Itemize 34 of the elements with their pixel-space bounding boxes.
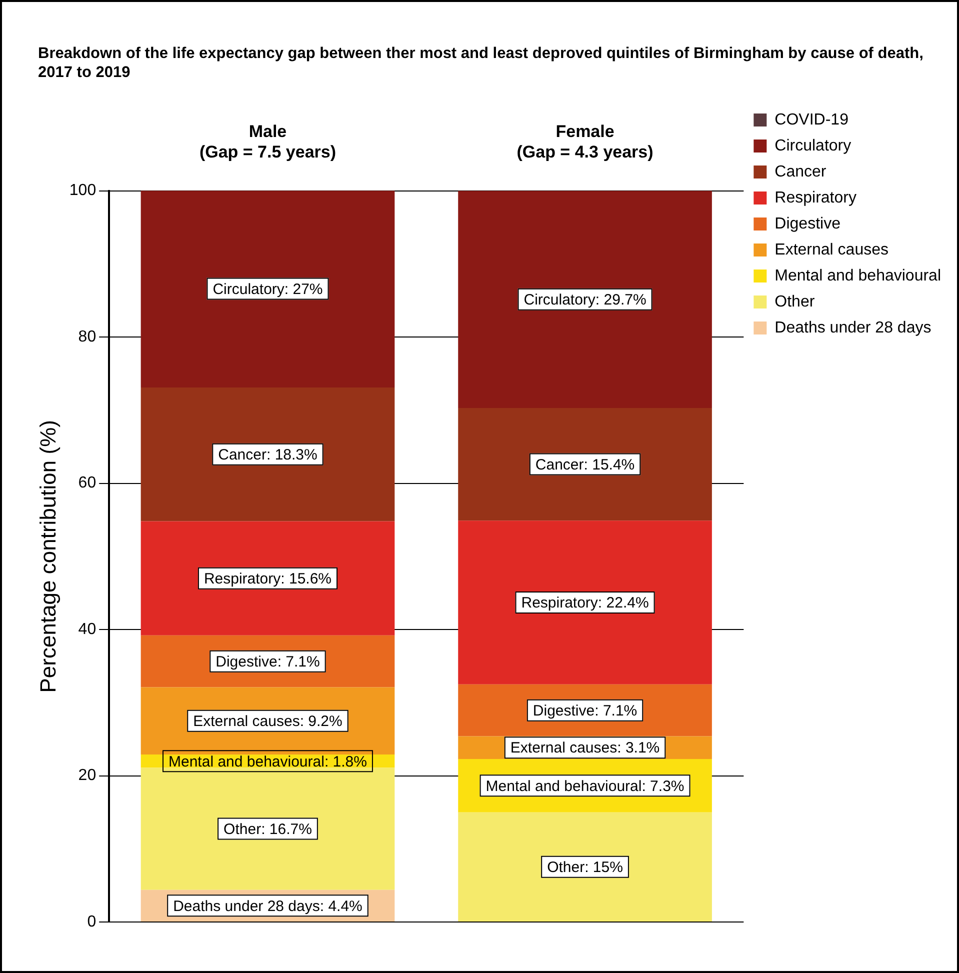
- data-label: Circulatory: 29.7%: [524, 292, 646, 309]
- x-tick-label: Male (Gap = 7.5 years): [199, 122, 336, 162]
- legend-label: Circulatory: [774, 137, 852, 154]
- y-tick-label: 0: [87, 913, 96, 930]
- legend-label: External causes: [774, 241, 889, 258]
- legend-label: Digestive: [774, 215, 841, 232]
- legend-label: Deaths under 28 days: [774, 319, 932, 336]
- y-tick-label: 60: [78, 474, 96, 492]
- legend-label: Other: [774, 293, 816, 310]
- data-label: Cancer: 18.3%: [218, 446, 318, 464]
- data-label: Digestive: 7.1%: [532, 702, 638, 720]
- data-label: Cancer: 15.4%: [535, 456, 635, 474]
- data-label: External causes: 9.2%: [193, 713, 342, 730]
- data-label: Respiratory: 15.6%: [204, 570, 332, 588]
- chart-title: Breakdown of the life expectancy gap between ther most and least deproved quintiles of Birmingham by cause of death, 2017 to 2019: [38, 44, 924, 82]
- data-label: Other: 16.7%: [224, 820, 312, 838]
- data-label: Deaths under 28 days: 4.4%: [173, 898, 362, 915]
- data-label: Respiratory: 22.4%: [521, 594, 649, 612]
- legend-label: COVID-19: [774, 111, 849, 128]
- x-tick-label: Female (Gap = 4.3 years): [516, 122, 654, 162]
- y-tick-label: 40: [78, 620, 96, 638]
- data-label: Mental and behavioural: 7.3%: [486, 778, 684, 795]
- y-tick-label: 80: [78, 328, 96, 346]
- data-label: External causes: 3.1%: [510, 740, 660, 757]
- data-label: Digestive: 7.1%: [216, 653, 320, 670]
- data-label: Mental and behavioural: 1.8%: [168, 753, 367, 770]
- legend-label: Respiratory: [774, 189, 856, 206]
- y-tick-label: 20: [78, 767, 96, 784]
- legend-label: Mental and behavioural: [774, 267, 942, 284]
- y-tick-label: 100: [69, 182, 96, 200]
- data-label: Circulatory: 27%: [212, 280, 323, 298]
- y-axis-title: Percentage contribution (%): [35, 420, 60, 693]
- legend-label: Cancer: [774, 163, 827, 180]
- data-label: Other: 15%: [547, 859, 623, 876]
